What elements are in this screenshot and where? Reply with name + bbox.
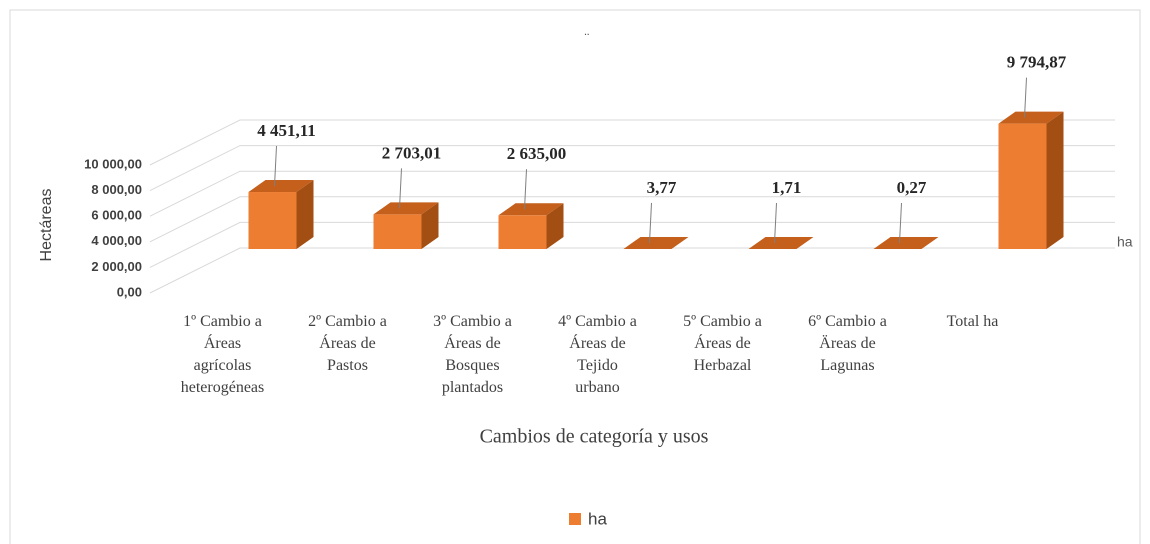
bar-top bbox=[623, 236, 689, 249]
x-tick-label: 6º Cambio a Äreas de Lagunas bbox=[808, 313, 887, 374]
leader-line bbox=[899, 202, 902, 244]
chart-frame bbox=[9, 9, 1141, 544]
x-tick-label: 1º Cambio a Áreas agrícolas heterogéneas bbox=[180, 313, 265, 396]
bar-top bbox=[873, 236, 939, 249]
bar bbox=[373, 214, 422, 249]
y-tick-label: 10 000,00 bbox=[84, 156, 142, 171]
bar-side bbox=[1046, 111, 1064, 249]
bar-top bbox=[998, 111, 1064, 124]
bar-top bbox=[373, 202, 439, 215]
leader-line bbox=[1024, 77, 1027, 118]
data-label: 4 451,11 bbox=[257, 121, 316, 140]
bar-side bbox=[796, 236, 814, 249]
x-tick-label: 2º Cambio a Áreas de Pastos bbox=[308, 313, 387, 374]
leader-line bbox=[649, 202, 652, 243]
depth-axis-title: ha bbox=[1117, 234, 1133, 250]
x-tick-label: 4º Cambio a Áreas de Tejido urbano bbox=[558, 313, 637, 396]
y-tick-label: 8 000,00 bbox=[91, 182, 142, 197]
y-tick-label: 2 000,00 bbox=[91, 259, 142, 274]
leader-line bbox=[274, 146, 277, 187]
bar-side bbox=[421, 202, 439, 249]
bar-top bbox=[498, 203, 564, 216]
y-tick-label: 0,00 bbox=[117, 284, 142, 299]
bar-top bbox=[248, 180, 314, 193]
x-tick-label: 5º Cambio a Áreas de Herbazal bbox=[683, 313, 762, 374]
bar bbox=[248, 192, 297, 249]
legend-label: ha bbox=[588, 509, 607, 528]
y-axis-title: Hectáreas bbox=[38, 189, 55, 262]
bar-side bbox=[921, 236, 939, 249]
grid-line bbox=[149, 145, 1115, 192]
data-label: 2 703,01 bbox=[382, 143, 442, 162]
leader-line bbox=[524, 169, 527, 210]
x-tick-label: 3º Cambio a Áreas de Bosques plantados bbox=[433, 313, 512, 396]
grid-line bbox=[149, 247, 1115, 294]
data-label: 1,71 bbox=[772, 178, 802, 197]
bar-side bbox=[546, 203, 564, 249]
data-label: 9 794,87 bbox=[1007, 53, 1067, 72]
leader-line bbox=[399, 168, 402, 209]
x-axis-title: Cambios de categoría y usos bbox=[480, 426, 709, 448]
data-label: 0,27 bbox=[897, 178, 927, 197]
grid-line bbox=[149, 170, 1115, 217]
bar-side bbox=[296, 180, 314, 249]
bar bbox=[498, 215, 547, 249]
grid-line bbox=[149, 119, 1115, 166]
data-label: 2 635,00 bbox=[507, 144, 567, 163]
grid-line bbox=[149, 196, 1115, 243]
data-label: 3,77 bbox=[647, 178, 677, 197]
bar-side bbox=[671, 236, 689, 249]
chart-title: ¨ bbox=[585, 31, 590, 47]
bar-top bbox=[748, 236, 814, 249]
y-tick-label: 4 000,00 bbox=[91, 233, 142, 248]
grid-line bbox=[149, 221, 1115, 268]
y-tick-label: 6 000,00 bbox=[91, 208, 142, 223]
legend-swatch bbox=[569, 513, 581, 525]
leader-line bbox=[774, 202, 777, 244]
x-tick-label: Total ha bbox=[946, 313, 999, 330]
bar bbox=[998, 123, 1047, 249]
